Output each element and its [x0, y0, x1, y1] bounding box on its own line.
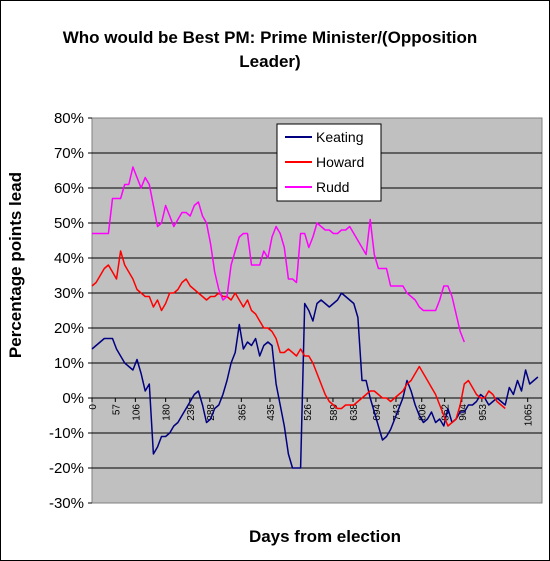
x-tick-labels: 0 57 106 180 239 288 365 435 526 589 638 694 743 806 8…	[88, 398, 535, 426]
legend-label-rudd: Rudd	[316, 179, 349, 195]
x-tick-label: 288	[206, 404, 217, 421]
x-tick-label: 589	[329, 404, 340, 421]
x-tick-label: 435	[266, 404, 277, 421]
x-tick-label: 1065	[524, 404, 535, 427]
x-axis-label: Days from election	[248, 527, 402, 546]
series-line-howard	[91, 250, 506, 427]
series-line-rudd	[92, 166, 465, 343]
y-tick-label: 40%	[54, 250, 84, 267]
y-tick-label: 80%	[54, 110, 84, 127]
y-tick-label: 30%	[54, 285, 84, 302]
x-tick-label: 526	[303, 404, 314, 421]
y-tick-label: 10%	[54, 355, 84, 372]
x-tick-label: 638	[349, 404, 360, 421]
y-tick-labels: -30% -20% -10% 0% 10% 20% 30% 40% 50% 60% 70% 80%	[49, 110, 92, 512]
y-tick-label: -10%	[49, 425, 84, 442]
series-line-keating	[91, 292, 539, 469]
x-tick-label: 953	[478, 404, 489, 421]
y-tick-label: -30%	[49, 495, 84, 512]
series-lines	[91, 166, 539, 469]
y-tick-label: -20%	[49, 460, 84, 477]
y-tick-label: 70%	[54, 145, 84, 162]
x-tick-label: 239	[186, 404, 197, 421]
y-tick-label: 60%	[54, 180, 84, 197]
x-tick-label: 57	[111, 404, 122, 416]
legend-label-howard: Howard	[316, 154, 364, 170]
x-tick-label: 862	[441, 404, 452, 421]
legend: Keating Howard Rudd	[276, 123, 382, 202]
x-tick-label: 106	[131, 404, 142, 421]
legend-label-keating: Keating	[316, 129, 363, 145]
y-tick-label: 0%	[62, 390, 84, 407]
x-tick-label: 365	[237, 404, 248, 421]
chart-title: Who would be Best PM: Prime Minister/(Op…	[62, 28, 478, 71]
x-tick-label: 0	[88, 404, 99, 410]
y-tick-label: 50%	[54, 215, 84, 232]
y-tick-label: 20%	[54, 320, 84, 337]
x-tick-label: 694	[372, 404, 383, 421]
x-tick-label: 180	[162, 404, 173, 421]
x-tick-label: 806	[418, 404, 429, 421]
